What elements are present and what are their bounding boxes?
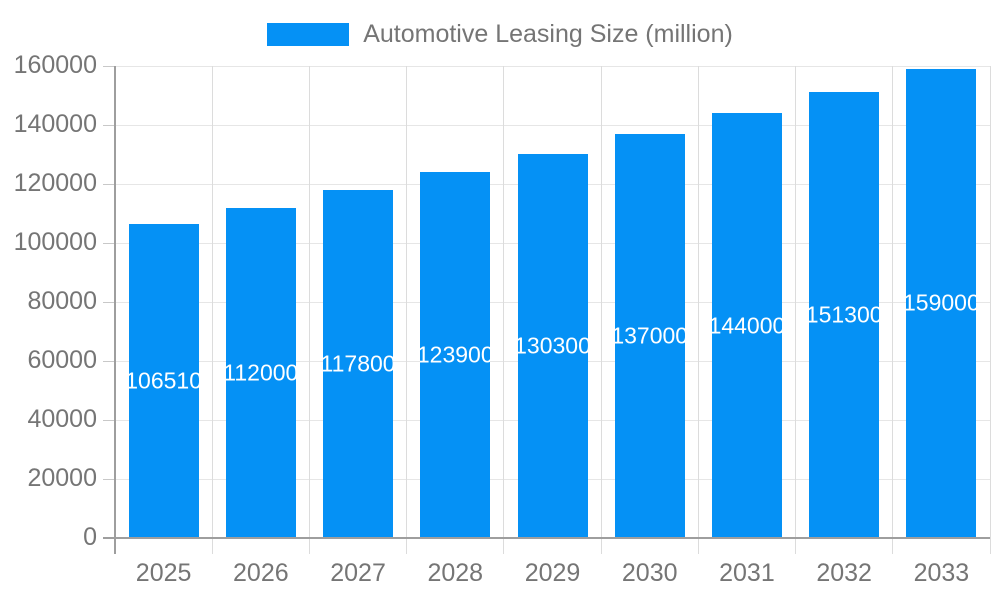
x-axis-tick xyxy=(892,538,894,554)
bar-value-label: 117800 xyxy=(323,350,394,377)
bar[interactable]: 112000 xyxy=(225,207,296,538)
v-gridline xyxy=(503,66,505,538)
y-axis-tick-label: 140000 xyxy=(13,109,97,138)
y-axis-tick xyxy=(103,242,115,244)
bar[interactable]: 137000 xyxy=(614,133,685,538)
y-axis-tick xyxy=(103,478,115,480)
y-axis-tick xyxy=(103,183,115,185)
x-axis-tick xyxy=(406,538,408,554)
legend: Automotive Leasing Size (million) xyxy=(0,20,1000,49)
v-gridline xyxy=(892,66,894,538)
x-axis-baseline xyxy=(103,537,990,539)
y-axis-tick xyxy=(103,301,115,303)
x-axis-tick-label: 2026 xyxy=(233,559,289,587)
bar-value-label: 130300 xyxy=(517,332,588,359)
h-gridline xyxy=(115,65,990,67)
bar[interactable]: 130300 xyxy=(517,153,588,538)
y-axis-tick xyxy=(103,360,115,362)
v-gridline xyxy=(795,66,797,538)
v-gridline xyxy=(211,66,213,538)
y-axis-tick-label: 100000 xyxy=(13,227,97,256)
y-axis-tick-label: 0 xyxy=(83,522,97,551)
x-axis-tick xyxy=(989,538,991,554)
bar-value-label: 151300 xyxy=(809,301,880,328)
bar[interactable]: 151300 xyxy=(809,91,880,538)
y-axis-tick xyxy=(103,65,115,67)
y-axis-tick-label: 160000 xyxy=(13,50,97,79)
x-axis-tick xyxy=(600,538,602,554)
x-axis-tick-label: 2029 xyxy=(524,559,581,587)
v-gridline xyxy=(989,66,991,538)
bar-value-label: 106510 xyxy=(128,367,199,394)
x-axis-tick-label: 2028 xyxy=(427,559,484,587)
bar-value-label: 159000 xyxy=(906,289,977,316)
bar[interactable]: 159000 xyxy=(906,68,977,538)
x-axis-tick-label: 2025 xyxy=(135,559,192,587)
x-axis-tick xyxy=(697,538,699,554)
v-gridline xyxy=(308,66,310,538)
x-axis-tick-label: 2027 xyxy=(330,559,386,587)
x-axis-tick-label: 2030 xyxy=(621,559,678,587)
bar-value-label: 144000 xyxy=(711,312,782,339)
x-axis-tick xyxy=(795,538,797,554)
y-axis-tick-label: 120000 xyxy=(13,168,97,197)
y-axis-tick-label: 20000 xyxy=(27,463,97,492)
x-axis-tick-label: 2031 xyxy=(719,559,775,587)
bar-value-label: 123900 xyxy=(420,341,491,368)
h-gridline xyxy=(115,124,990,126)
y-axis-tick xyxy=(103,124,115,126)
v-gridline xyxy=(600,66,602,538)
y-axis-tick-label: 40000 xyxy=(27,404,97,433)
x-axis-tick-label: 2033 xyxy=(913,559,970,587)
x-axis-tick-label: 2032 xyxy=(816,559,872,587)
bar[interactable]: 144000 xyxy=(711,113,782,538)
y-axis-line xyxy=(114,66,116,554)
x-axis-tick xyxy=(211,538,213,554)
legend-swatch-icon xyxy=(267,23,350,46)
bar[interactable]: 123900 xyxy=(420,172,491,538)
bar[interactable]: 106510 xyxy=(128,223,199,538)
legend-label: Automotive Leasing Size (million) xyxy=(363,20,733,48)
v-gridline xyxy=(406,66,408,538)
bar[interactable]: 117800 xyxy=(323,190,394,538)
bar-value-label: 112000 xyxy=(225,359,296,386)
x-axis-tick xyxy=(503,538,505,554)
y-axis-tick-label: 60000 xyxy=(27,345,97,374)
y-axis-tick xyxy=(103,419,115,421)
x-axis-tick xyxy=(308,538,310,554)
v-gridline xyxy=(697,66,699,538)
bar-value-label: 137000 xyxy=(614,322,685,349)
y-axis-tick-label: 80000 xyxy=(27,286,97,315)
